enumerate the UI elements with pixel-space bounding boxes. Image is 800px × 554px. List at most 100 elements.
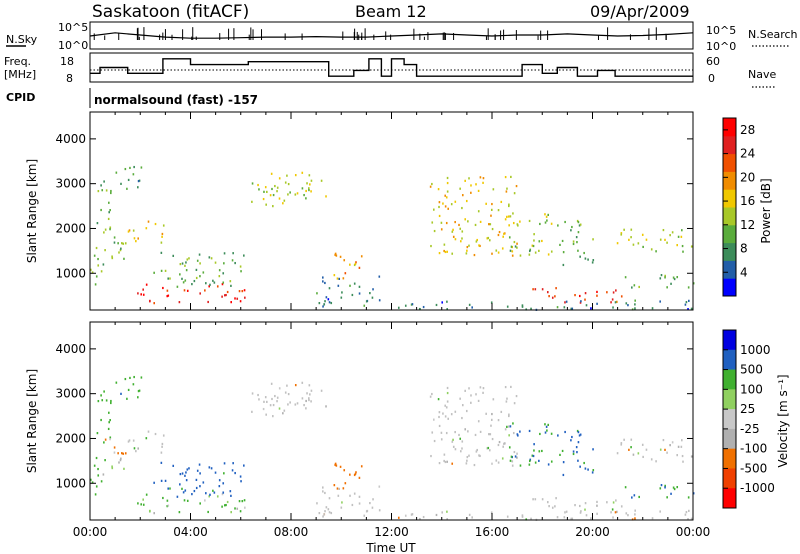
power-cell [497, 251, 500, 254]
power-cell [214, 261, 217, 264]
power-cell [310, 190, 312, 193]
power-cell [490, 208, 493, 211]
power-cell [166, 295, 169, 298]
power-cell [154, 222, 157, 226]
power-cell [371, 296, 374, 299]
power-cell [369, 292, 371, 295]
power-cell [308, 174, 311, 177]
power-cell [162, 224, 165, 227]
power-cell [223, 294, 226, 297]
velocity-cell [491, 437, 494, 441]
power-cell [632, 243, 635, 246]
power-cell [550, 222, 553, 225]
velocity-cell [505, 400, 508, 403]
power-panel: 1000 2000 3000 4000 Slant Range [km] 4 8 12 16… [25, 111, 773, 311]
velocity-cell [487, 446, 490, 450]
power-cell [539, 222, 541, 226]
velocity-cell [681, 439, 683, 442]
freq-tick-top: 18 [60, 55, 74, 68]
power-cell [583, 251, 585, 255]
power-cell [341, 291, 343, 294]
velocity-cell [503, 442, 505, 445]
velocity-cell [365, 510, 368, 513]
velocity-cell [355, 471, 357, 474]
power-cell [222, 272, 225, 275]
velocity-cell [454, 410, 457, 413]
velocity-cell [276, 400, 278, 403]
velocity-cell [310, 389, 313, 392]
power-cell [179, 273, 181, 276]
power-cell [102, 263, 105, 266]
velocity-cell [318, 511, 321, 515]
power-cell [641, 233, 644, 236]
power-cell [578, 224, 581, 227]
power-cell [301, 171, 304, 174]
velocity-cell [488, 433, 490, 436]
power-cell [221, 295, 223, 298]
velocity-cell [372, 498, 374, 501]
velocity-cell [236, 507, 239, 510]
velocity-cell [521, 515, 524, 518]
velocity-cell [637, 452, 640, 455]
power-cell [118, 251, 120, 254]
velocity-cell [631, 518, 634, 521]
velocity-cell [491, 412, 493, 416]
velocity-cell [687, 496, 690, 499]
velocity-cell [328, 497, 331, 500]
power-cell [113, 236, 116, 239]
velocity-cell [478, 454, 480, 457]
velocity-colorbar: 1000 500 100 25 -25 -100 -500 -1000 [722, 329, 775, 509]
velocity-cell [630, 438, 633, 441]
power-cell [274, 184, 276, 188]
power-cell [620, 233, 623, 236]
velocity-cell [475, 393, 477, 396]
velocity-cell [655, 460, 657, 463]
power-cell [546, 291, 549, 294]
power-cell [630, 236, 632, 239]
power-cell [122, 242, 125, 245]
velocity-cell [547, 463, 550, 466]
power-cell [443, 249, 445, 253]
power-cell [204, 289, 206, 292]
power-cell [185, 269, 188, 272]
power-cell [225, 293, 227, 297]
velocity-cell [212, 489, 214, 492]
power-cell [454, 238, 457, 241]
power-cell [461, 237, 463, 240]
velocity-cell [309, 393, 311, 396]
x-tick-label: 04:00 [173, 525, 208, 539]
velocity-cell [563, 516, 566, 519]
power-cell [438, 252, 441, 255]
velocity-cell [363, 514, 366, 517]
velocity-cell [251, 410, 253, 413]
velocity-cell [120, 457, 122, 460]
power-cell [137, 237, 140, 240]
y-tick-label: 4000 [55, 132, 86, 146]
velocity-cell [606, 501, 608, 504]
velocity-cell [620, 442, 623, 445]
velocity-cell [596, 500, 598, 504]
velocity-cell [576, 451, 578, 454]
power-cell [111, 255, 113, 258]
velocity-cell [124, 377, 127, 381]
power-cell [181, 277, 183, 280]
power-cell [498, 230, 501, 234]
power-cell [528, 249, 531, 253]
power-cell [322, 280, 324, 283]
power-cell [664, 274, 666, 277]
power-cell [630, 228, 633, 231]
power-cell [145, 283, 148, 286]
power-cell [257, 183, 259, 187]
nave-tick-bottom: 0 [708, 72, 715, 85]
velocity-cell [450, 413, 453, 416]
velocity-cell [199, 502, 201, 505]
power-cell [241, 290, 244, 293]
velocity-cell [341, 501, 343, 504]
velocity-cell [322, 486, 324, 489]
x-axis-label: Time UT [365, 541, 416, 554]
velocity-cell [511, 460, 514, 463]
power-cell [531, 244, 534, 247]
power-cell [666, 286, 668, 289]
velocity-cell [538, 459, 540, 462]
velocity-cell [565, 510, 568, 513]
